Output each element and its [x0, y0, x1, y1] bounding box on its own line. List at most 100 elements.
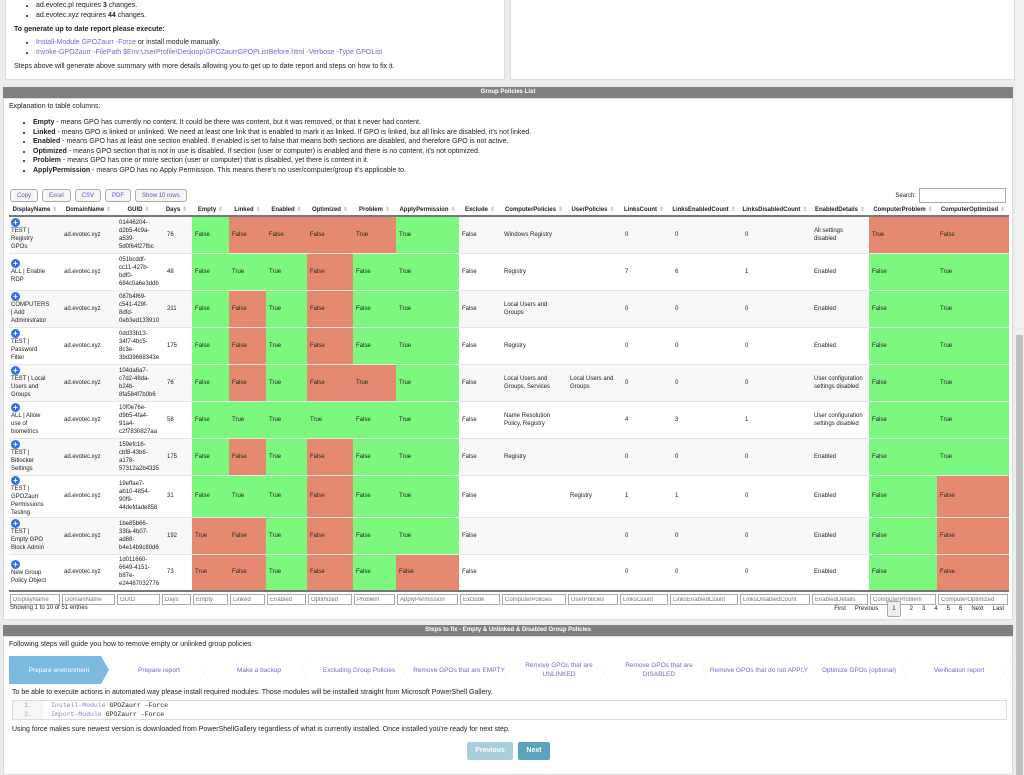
column-header-problem[interactable]: Problem ⬍ — [353, 204, 396, 217]
column-header-linkscount[interactable]: LinksCount ⬍ — [619, 204, 669, 217]
column-header-computeroptimized[interactable]: ComputerOptimized ⬍ — [937, 204, 1009, 217]
column-header-displayname[interactable]: DisplayName ⬍ — [9, 204, 61, 217]
page-3[interactable]: 3 — [921, 606, 926, 612]
sort-icon[interactable]: ⬍ — [296, 207, 302, 213]
column-header-guid[interactable]: GUID ⬍ — [116, 204, 161, 217]
excel-button[interactable]: Excel — [42, 189, 71, 202]
step-10[interactable]: Verification report — [909, 656, 1011, 684]
column-header-linksdisabledcount[interactable]: LinksDisabledCount ⬍ — [739, 204, 811, 217]
expand-row-icon[interactable]: + — [11, 258, 20, 268]
sort-icon[interactable]: ⬍ — [106, 207, 112, 213]
filter-input-linksdisabledcount[interactable] — [740, 594, 810, 606]
column-header-enabled[interactable]: Enabled ⬍ — [266, 204, 307, 217]
page-previous[interactable]: Previous — [854, 606, 879, 612]
filter-input-problem[interactable] — [354, 594, 395, 606]
expand-row-icon[interactable]: + — [11, 559, 20, 569]
expand-row-icon[interactable]: + — [11, 475, 20, 485]
filter-input-enabled[interactable] — [267, 594, 306, 606]
pdf-button[interactable]: PDF — [105, 189, 132, 202]
expand-row-icon[interactable]: + — [11, 365, 20, 375]
page-first[interactable]: First — [834, 606, 846, 612]
column-header-applypermission[interactable]: ApplyPermission ⬍ — [396, 204, 459, 217]
sort-icon[interactable]: ⬍ — [658, 207, 665, 213]
filter-input-guid[interactable] — [117, 594, 160, 606]
install-command-link[interactable]: Install-Module GPOZaurr -Force — [36, 39, 136, 46]
sort-icon[interactable]: ⬍ — [859, 207, 866, 213]
filter-input-userpolicies[interactable] — [568, 594, 618, 606]
sort-icon[interactable]: ⬍ — [927, 207, 933, 213]
step-3[interactable]: Make a backup — [209, 656, 311, 684]
filter-input-domainname[interactable] — [62, 594, 115, 606]
sort-icon[interactable]: ⬍ — [52, 207, 58, 213]
previous-button[interactable]: Previous — [467, 742, 513, 760]
step-1[interactable]: Prepare environment — [9, 656, 109, 684]
filter-input-empty[interactable] — [193, 594, 228, 606]
sort-icon[interactable]: ⬍ — [255, 207, 261, 213]
page-last[interactable]: Last — [992, 606, 1004, 612]
sort-icon[interactable]: ⬍ — [450, 207, 456, 213]
next-button[interactable]: Next — [518, 742, 550, 760]
search-input[interactable] — [919, 188, 1006, 203]
column-header-linked[interactable]: Linked ⬍ — [229, 204, 266, 217]
expand-row-icon[interactable]: + — [11, 402, 20, 412]
step-4[interactable]: Excluding Group Policies — [309, 656, 411, 684]
filter-input-linksenabledcount[interactable] — [670, 594, 738, 606]
column-header-empty[interactable]: Empty ⬍ — [192, 204, 229, 217]
filter-input-exclude[interactable] — [460, 594, 500, 606]
expand-row-icon[interactable]: + — [11, 439, 20, 449]
page-6[interactable]: 6 — [958, 606, 963, 612]
step-2[interactable]: Prepare report — [109, 656, 211, 684]
sort-icon[interactable]: ⬍ — [557, 207, 564, 213]
show-10-rows-button[interactable]: Show 10 rows — [135, 189, 187, 202]
csv-button[interactable]: CSV — [74, 189, 102, 202]
column-header-domainname[interactable]: DomainName ⬍ — [61, 204, 116, 217]
page-2[interactable]: 2 — [909, 606, 913, 612]
step-5[interactable]: Remove GPOs that are EMPTY — [409, 656, 511, 684]
step-8[interactable]: Remove GPOs that do not APPLY — [709, 656, 811, 684]
column-header-enableddetails[interactable]: EnabledDetails ⬍ — [811, 204, 869, 217]
filter-input-computerproblem[interactable] — [870, 594, 936, 606]
sort-icon[interactable]: ⬍ — [489, 207, 496, 213]
column-header-computerpolicies[interactable]: ComputerPolicies ⬍ — [501, 204, 567, 217]
sort-icon[interactable]: ⬍ — [609, 207, 615, 213]
sort-icon[interactable]: ⬍ — [218, 207, 224, 213]
sort-icon[interactable]: ⬍ — [802, 207, 808, 213]
column-header-days[interactable]: Days ⬍ — [161, 204, 192, 217]
sort-icon[interactable]: ⬍ — [1000, 207, 1006, 213]
column-header-userpolicies[interactable]: UserPolicies ⬍ — [567, 204, 619, 217]
step-6[interactable]: Remove GPOs that are UNLINKED — [509, 656, 611, 684]
scrollbar-thumb[interactable] — [1016, 335, 1023, 775]
column-header-computerproblem[interactable]: ComputerProblem ⬍ — [869, 204, 937, 217]
filter-input-optimized[interactable] — [308, 594, 352, 606]
sort-icon[interactable]: ⬍ — [182, 207, 188, 213]
filter-input-applypermission[interactable] — [397, 594, 458, 606]
page-next[interactable]: Next — [971, 606, 984, 612]
column-header-linksenabledcount[interactable]: LinksEnabledCount ⬍ — [669, 204, 739, 217]
page-1[interactable]: 1 — [887, 601, 901, 617]
expand-row-icon[interactable]: + — [11, 328, 20, 338]
expand-row-icon[interactable]: + — [11, 291, 20, 301]
cell-days: 48 — [161, 252, 192, 290]
copy-button[interactable]: Copy — [10, 189, 39, 202]
page-5[interactable]: 5 — [946, 606, 950, 612]
page-4[interactable]: 4 — [934, 606, 938, 612]
filter-input-computeroptimized[interactable] — [938, 594, 1008, 606]
filter-input-linked[interactable] — [230, 594, 265, 606]
filter-input-days[interactable] — [162, 594, 191, 606]
sort-icon[interactable]: ⬍ — [342, 207, 349, 213]
filter-input-enableddetails[interactable] — [812, 594, 868, 606]
step-9[interactable]: Optimize GPOs (optional) — [809, 656, 911, 684]
page-scrollbar[interactable] — [1015, 0, 1024, 775]
column-header-exclude[interactable]: Exclude ⬍ — [459, 204, 501, 217]
expand-row-icon[interactable]: + — [11, 218, 20, 228]
expand-row-icon[interactable]: + — [11, 519, 20, 529]
filter-input-computerpolicies[interactable] — [502, 594, 566, 606]
filter-input-displayname[interactable] — [10, 594, 60, 606]
step-7[interactable]: Remove GPOs that are DISABLED — [609, 656, 711, 684]
sort-icon[interactable]: ⬍ — [730, 207, 736, 213]
invoke-command-link[interactable]: Invoke-GPOZaurr -FilePath $Env:UserProfi… — [36, 49, 383, 56]
sort-icon[interactable]: ⬍ — [384, 207, 391, 213]
filter-input-linkscount[interactable] — [620, 594, 668, 606]
sort-icon[interactable]: ⬍ — [144, 207, 150, 213]
column-header-optimized[interactable]: Optimized ⬍ — [307, 204, 353, 217]
